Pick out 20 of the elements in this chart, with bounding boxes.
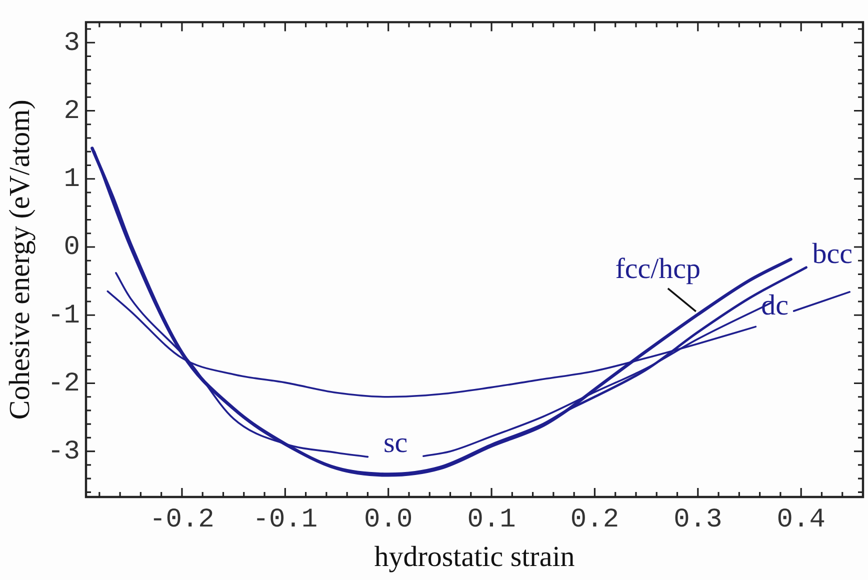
x-tick-label: 0.4	[776, 505, 826, 536]
x-tick-label: -0.1	[252, 505, 318, 536]
series-label: bcc	[812, 238, 852, 270]
x-tick-label: 0.3	[674, 505, 722, 536]
y-tick-label: -2	[48, 369, 80, 400]
series-label: fcc/hcp	[615, 253, 701, 286]
x-axis-title: hydrostatic strain	[374, 541, 576, 574]
x-tick-label: 0.0	[364, 505, 413, 536]
y-tick-label: -3	[48, 438, 80, 468]
y-tick-label: 1	[64, 165, 80, 196]
x-tick-label: -0.2	[150, 505, 214, 536]
y-tick-label: -1	[48, 301, 80, 332]
x-tick-label: 0.1	[467, 505, 516, 536]
y-tick-label: 2	[64, 96, 80, 127]
series-label: dc	[761, 289, 788, 322]
y-tick-label: 0	[64, 233, 80, 264]
x-tick-label: 0.2	[570, 505, 620, 536]
y-axis-title: Cohesive energy (eV/atom)	[4, 100, 36, 420]
series-label: sc	[383, 427, 408, 460]
y-tick-label: 3	[64, 28, 80, 59]
